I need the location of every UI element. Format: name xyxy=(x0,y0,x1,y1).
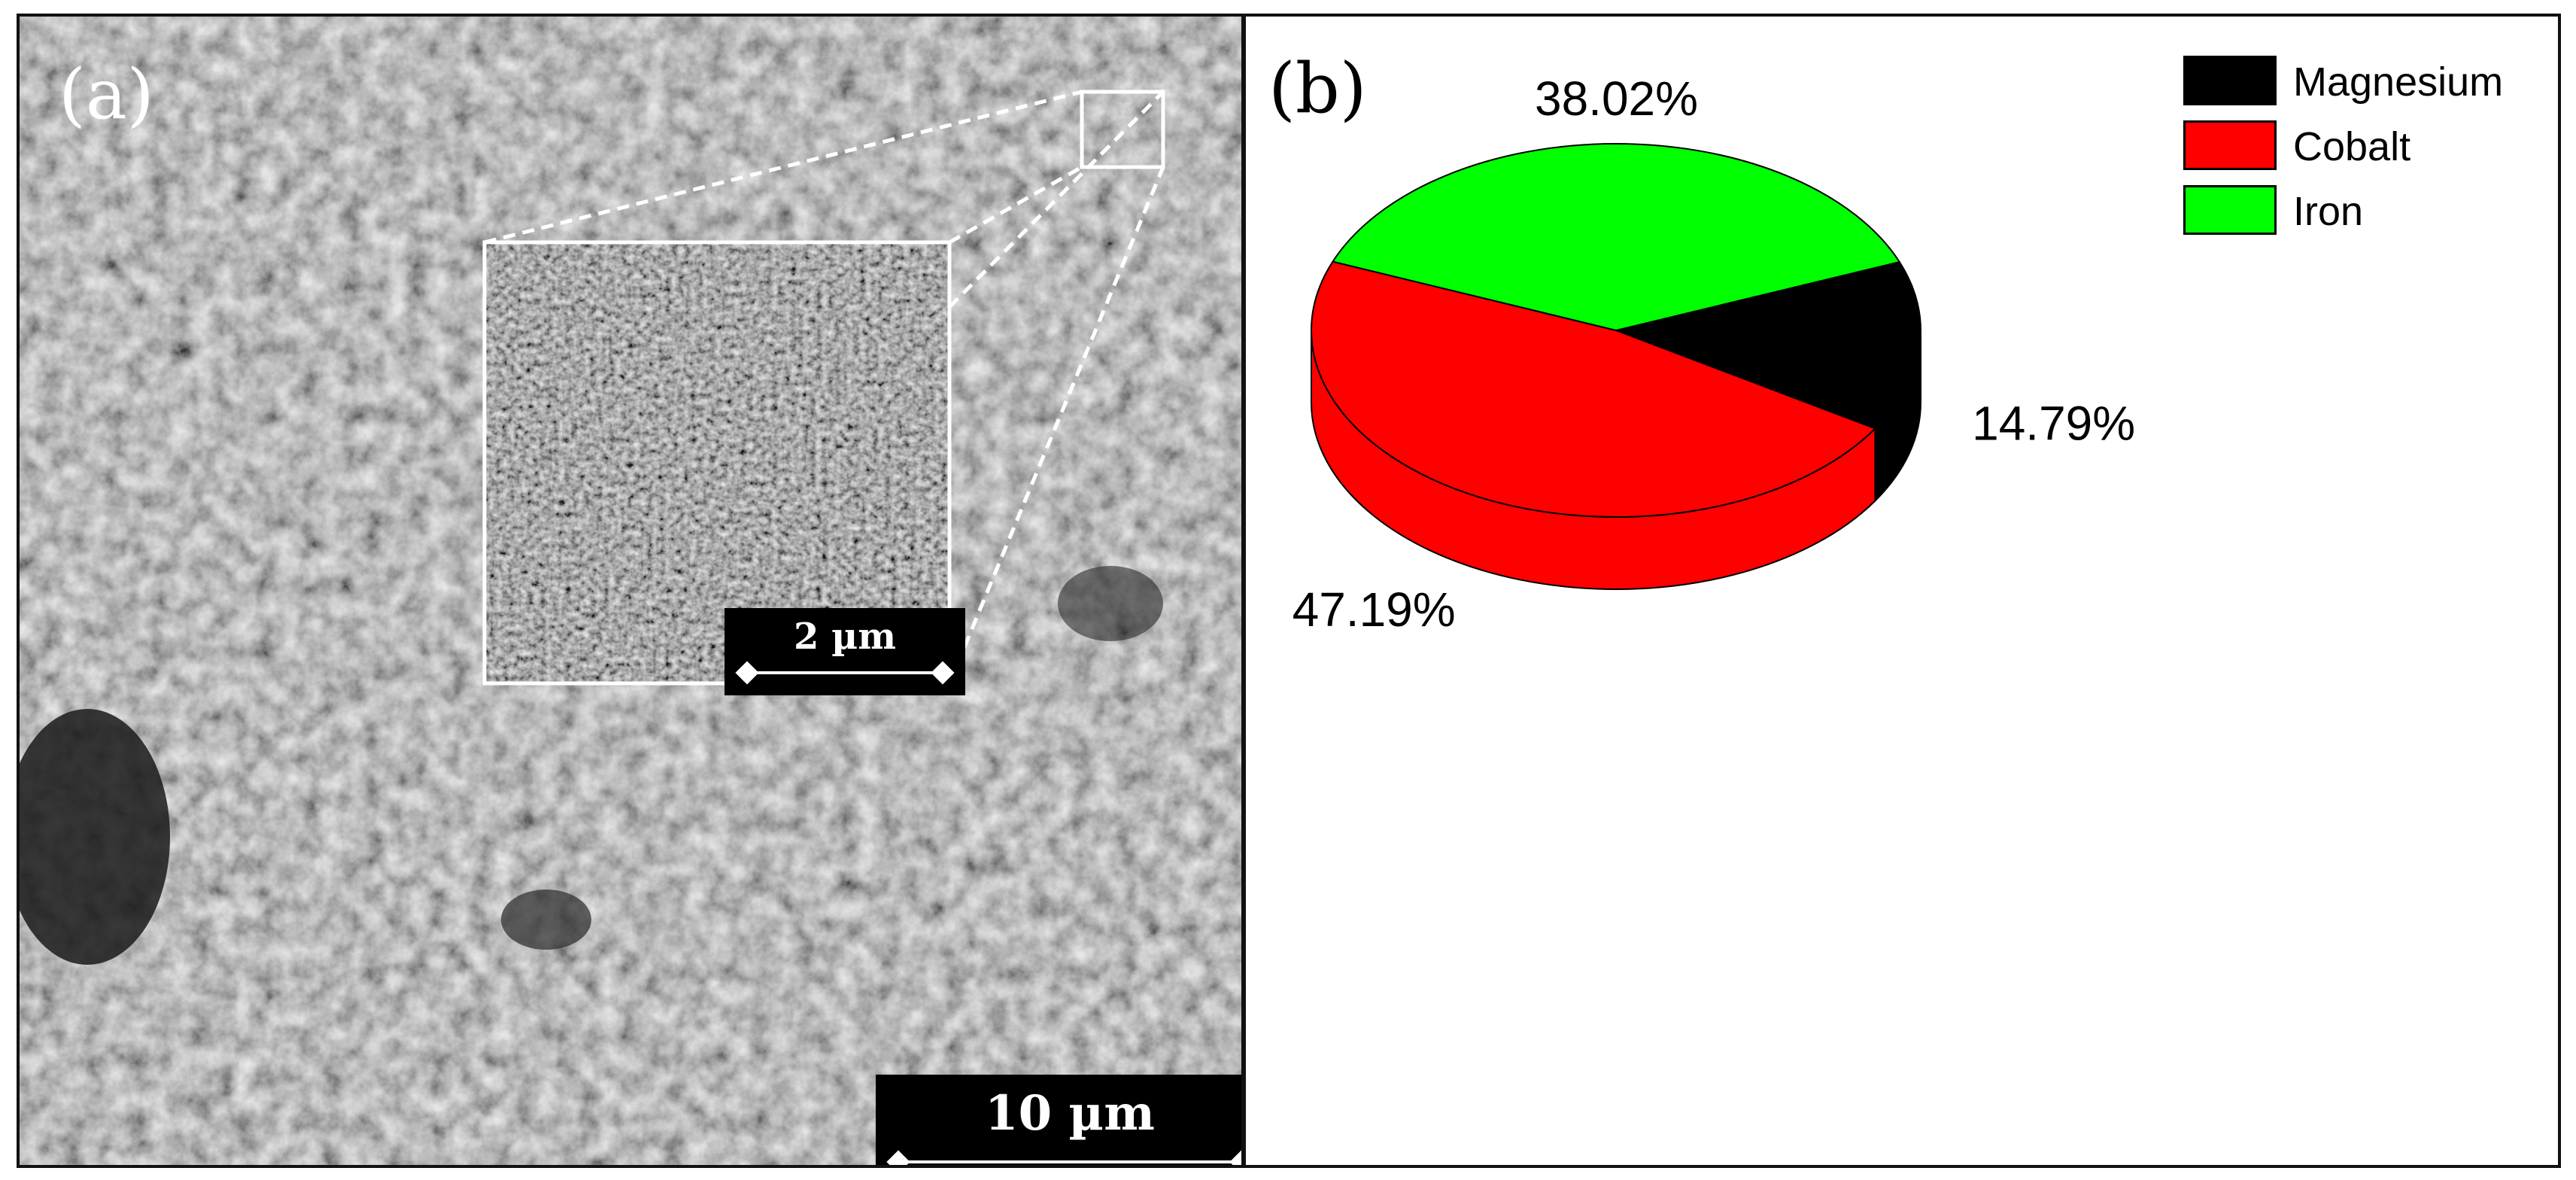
pie-chart-panel: (b) 14.79% 47.19% 38.02% Magnesium Cobalt … xyxy=(1243,14,2561,1168)
pie-label-cobalt: 47.19% xyxy=(1293,582,1456,637)
legend-label-magnesium: Magnesium xyxy=(2293,59,2504,105)
pie-chart: 14.79% 47.19% 38.02% xyxy=(1293,71,2136,637)
pie-percentage-labels: 14.79% 47.19% 38.02% xyxy=(1293,71,2136,637)
legend-swatch-magnesium xyxy=(2183,56,2277,105)
inset-scale-label: 2 µm xyxy=(793,616,897,658)
sem-micrograph-image xyxy=(20,17,1241,1165)
panel-label-b: (b) xyxy=(1268,48,1367,129)
main-scale-label: 10 µm xyxy=(985,1085,1155,1142)
legend-label-iron: Iron xyxy=(2293,189,2364,234)
pie-slices xyxy=(1311,142,1921,518)
zoom-connector-lines xyxy=(484,90,1165,684)
pie-slice-cobalt xyxy=(1311,260,1877,518)
legend-swatch-iron xyxy=(2183,185,2277,235)
pie-slice-magnesium xyxy=(1613,260,1921,430)
panel-label-a: (a) xyxy=(59,54,154,135)
legend-swatch-cobalt xyxy=(2183,120,2277,170)
pie-slice-iron xyxy=(1331,142,1901,332)
sem-micrograph-panel: (a) 2 µm 10 µm xyxy=(17,14,1244,1168)
main-scale-bar: 10 µm xyxy=(876,1075,1241,1165)
zoom-source-box xyxy=(1080,90,1165,169)
pie-label-iron: 38.02% xyxy=(1535,71,1698,126)
pie-label-magnesium: 14.79% xyxy=(1972,397,2135,451)
inset-scale-bar: 2 µm xyxy=(724,608,965,695)
legend-label-cobalt: Cobalt xyxy=(2293,124,2411,169)
